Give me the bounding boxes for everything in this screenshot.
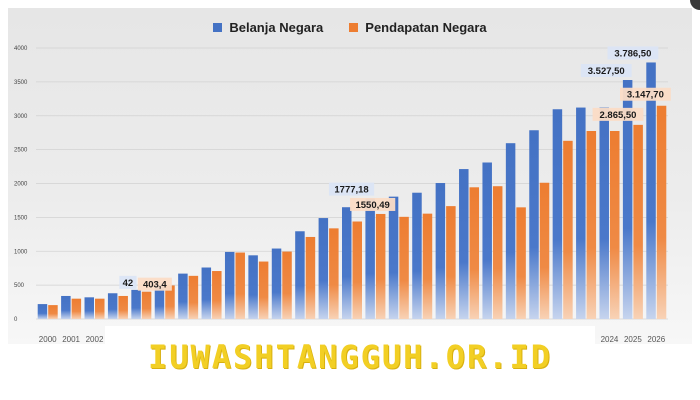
x-tick-label: 2025 — [624, 335, 642, 344]
bar-belanja — [154, 285, 165, 319]
data-label: 3.147,70 — [627, 90, 664, 101]
y-tick-label: 3000 — [14, 114, 28, 120]
x-tick-label: 2002 — [86, 335, 104, 344]
bar-pendapatan — [258, 261, 269, 319]
bar-belanja — [84, 297, 95, 319]
bar-pendapatan — [516, 207, 526, 319]
data-label: 3.786,50 — [614, 48, 651, 59]
bar-pendapatan — [329, 228, 339, 319]
bar-belanja — [599, 107, 609, 319]
y-tick-label: 0 — [14, 317, 18, 323]
data-label: 3.527,50 — [588, 66, 625, 77]
y-tick-label: 500 — [14, 283, 25, 289]
bar-chart: 0 500 1000 1500 2000 2500 3000 3500 4000 2000 200… — [14, 46, 671, 344]
bar-pendapatan — [633, 124, 643, 320]
bar-belanja — [529, 130, 539, 319]
legend-item-belanja: Belanja Negara — [213, 20, 323, 35]
bar-pendapatan — [422, 213, 433, 319]
data-label-bg — [119, 275, 137, 289]
legend-swatch-blue — [213, 23, 223, 32]
bar-belanja — [646, 62, 656, 319]
bar-pendapatan — [352, 221, 362, 319]
y-tick-label: 4000 — [14, 46, 28, 52]
data-label-bg — [350, 197, 396, 211]
x-tick-label: 2001 — [62, 335, 80, 344]
x-tick-label: 2026 — [647, 335, 665, 344]
bar-belanja — [505, 143, 516, 319]
y-tick-label: 2000 — [14, 182, 28, 188]
bar-pendapatan — [539, 182, 550, 319]
bar-pendapatan — [235, 252, 245, 319]
bar-belanja — [61, 295, 71, 319]
legend-item-pendapatan: Pendapatan Negara — [349, 20, 487, 35]
bar-belanja — [271, 248, 282, 319]
data-label-bg — [328, 182, 375, 196]
y-tick-label: 1000 — [14, 249, 28, 255]
bar-belanja — [318, 218, 329, 319]
bar-pendapatan — [305, 236, 316, 319]
bar-pendapatan — [492, 186, 503, 319]
watermark-text: IUWASHTANGGUH.OR.ID — [147, 338, 553, 376]
bar-pendapatan — [212, 271, 222, 319]
bar-pendapatan — [48, 305, 58, 319]
data-label: 1777,18 — [334, 185, 368, 196]
bar-belanja — [365, 198, 375, 319]
chart-legend: Belanja Negara Pendapatan Negara — [8, 20, 692, 35]
bar-belanja — [201, 267, 212, 319]
data-label-bg — [137, 277, 172, 291]
bar-belanja — [248, 255, 258, 319]
bar-pendapatan — [141, 291, 152, 319]
bar-pendapatan — [118, 295, 128, 319]
bar-pendapatan — [656, 105, 667, 320]
bar-belanja — [552, 109, 563, 319]
bar-pendapatan — [375, 213, 386, 319]
bar-pendapatan — [469, 187, 480, 319]
data-label-bg — [619, 87, 671, 101]
data-label: 1550,49 — [355, 200, 389, 211]
bar-pendapatan — [188, 275, 199, 319]
bar-pendapatan — [586, 130, 597, 319]
y-tick-label: 3500 — [14, 80, 28, 86]
bar-pendapatan — [563, 140, 573, 319]
bar-belanja — [388, 196, 399, 319]
bar-pendapatan — [165, 285, 175, 319]
bar-belanja — [131, 289, 141, 319]
legend-swatch-orange — [349, 23, 359, 32]
bar-belanja — [622, 80, 633, 319]
chart-area: 0 500 1000 1500 2000 2500 3000 3500 4000 2000 200… — [8, 8, 692, 344]
bar-belanja — [412, 192, 422, 319]
bar-pendapatan — [399, 216, 409, 319]
y-tick-label: 1500 — [14, 215, 28, 221]
bar-belanja — [178, 273, 188, 319]
bar-pendapatan — [446, 206, 456, 319]
bar-belanja — [107, 293, 118, 319]
data-label: 42 — [123, 278, 134, 289]
bar-belanja — [576, 107, 586, 319]
bar-pendapatan — [95, 298, 105, 319]
bar-belanja — [37, 304, 48, 319]
bar-pendapatan — [609, 130, 620, 319]
watermark-background — [105, 326, 595, 396]
data-label-bg — [592, 107, 644, 121]
bar-belanja — [482, 162, 492, 319]
bar-belanja — [435, 183, 446, 319]
bar-pendapatan — [71, 298, 82, 319]
y-tick-label: 2500 — [14, 148, 28, 154]
data-label: 2.865,50 — [599, 110, 636, 121]
bar-belanja — [224, 251, 235, 319]
data-label: 403,4 — [143, 280, 167, 291]
x-tick-label: 2024 — [601, 335, 619, 344]
data-label-bg — [607, 46, 659, 60]
corner-badge — [690, 0, 700, 10]
bar-belanja — [295, 231, 305, 319]
bar-pendapatan — [282, 251, 292, 319]
data-label-bg — [580, 64, 632, 78]
x-tick-label: 2000 — [39, 335, 57, 344]
legend-label-pendapatan: Pendapatan Negara — [365, 20, 487, 35]
legend-label-belanja: Belanja Negara — [229, 20, 324, 35]
bar-belanja — [459, 169, 469, 319]
bar-belanja — [342, 207, 352, 319]
